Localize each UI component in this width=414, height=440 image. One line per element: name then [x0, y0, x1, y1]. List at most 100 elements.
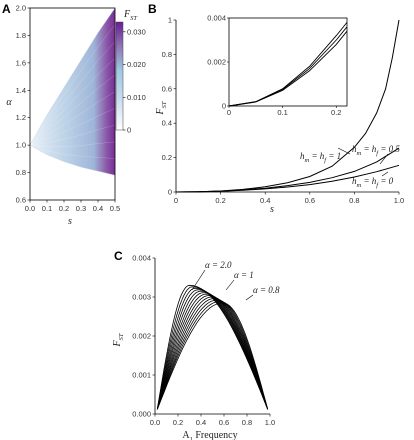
panel-a-y-ticks: 0.6 0.8 1.0 1.2 1.4 1.6 1.8 2.0	[16, 4, 30, 205]
x-tick-label: 0.3	[76, 204, 86, 213]
series-line-2	[175, 164, 400, 193]
x-tick-label: 0.2	[59, 204, 69, 213]
heatmap-contour	[29, 124, 116, 146]
panel-c-y-ticks: 0.000 0.001 0.002 0.003 0.004	[132, 254, 155, 419]
x-tick-label: 0.2	[173, 418, 183, 427]
y-tick-label: 0.8	[16, 168, 26, 177]
y-tick-label: 0	[168, 188, 172, 197]
heatmap-contour	[29, 91, 116, 146]
x-tick-label: 0.5	[110, 204, 120, 213]
x-tick-label: 0.4	[93, 204, 103, 213]
alpha-curve-0.9	[156, 300, 269, 410]
y-tick-label: 1	[168, 16, 172, 25]
x-tick-label: 0.8	[349, 196, 359, 205]
heatmap-contour	[29, 141, 116, 147]
panel-a-frame	[29, 7, 116, 201]
alpha-curve-1.3	[156, 295, 269, 410]
x-tick-label: 0.2	[215, 196, 225, 205]
panel-c-y-label: FST	[112, 333, 125, 347]
annotation-leader-h05	[379, 153, 389, 165]
x-tick-label: 0.6	[219, 418, 229, 427]
heatmap-region	[29, 7, 116, 176]
x-tick-label: 0.8	[242, 418, 252, 427]
x-tick-label: 0.0	[25, 204, 35, 213]
annotation-leader-alpha-1	[225, 279, 235, 291]
x-tick-label: 0.0	[150, 418, 160, 427]
alpha-curve-1.8	[156, 287, 269, 410]
colorbar-label: FST	[123, 9, 137, 22]
y-tick-label: 1.6	[16, 58, 26, 67]
heatmap-contour	[29, 41, 116, 146]
inset-x-tick-label: 0.1	[277, 108, 287, 117]
alpha-curve-0.8	[156, 302, 269, 410]
annotation-h0: hm = hf = 0	[352, 176, 394, 189]
colorbar	[115, 21, 124, 131]
panel-a-x-ticks: 0.0 0.1 0.2 0.3 0.4 0.5	[25, 200, 120, 213]
annotation-leader-alpha-2	[191, 269, 206, 291]
panel-b-x-ticks: 0 0.2 0.4 0.6 0.8 1.0	[174, 192, 404, 205]
y-tick-label: 1.0	[16, 141, 26, 150]
x-tick-label: 1.0	[394, 196, 404, 205]
y-tick-label: 2.0	[16, 4, 26, 13]
panel-label-b: B	[148, 2, 157, 16]
y-tick-label: 0.001	[132, 371, 151, 380]
inset-x-tick-label: 0	[227, 108, 231, 117]
y-tick-label: 0.004	[132, 254, 151, 263]
panel-b-line-chart: 0 0.2 0.4 0.6 0.8 1.0 0 0.2 0.4 0.6 0.8 1 s FST hm…	[155, 14, 404, 216]
inset-y-tick-label: 0	[222, 102, 226, 111]
inset-series	[228, 22, 348, 107]
inset-y-tick-label: 0.002	[207, 58, 226, 67]
alpha-curve-1	[156, 299, 269, 410]
alpha-curve-2	[156, 284, 269, 410]
annotation-h1: hm = hf = 1	[300, 151, 341, 164]
panel-a-heatmap: 0.0 0.1 0.2 0.3 0.4 0.5 0.6 0.8 1.0 1.2 1.4 1.6 1.8…	[6, 4, 145, 228]
panel-c-line-chart: 0.0 0.2 0.4 0.6 0.8 1.0 0.0000.0010.0020.0030…	[112, 254, 280, 440]
panel-c-series	[156, 284, 269, 410]
panel-a-y-label: α	[6, 97, 12, 108]
colorbar-tick-label: 0.010	[127, 93, 146, 102]
y-tick-label: 0.4	[162, 119, 172, 128]
panel-label-a: A	[2, 2, 11, 16]
heatmap-contour	[29, 144, 116, 159]
inset-y-ticks: 0 0.002 0.004	[207, 14, 229, 111]
x-tick-label: 1.0	[265, 418, 275, 427]
inset-series-line-2	[228, 30, 348, 107]
alpha-curve-1.1	[156, 298, 269, 410]
heatmap-contour	[29, 24, 116, 146]
annotation-alpha-08: α = 0.8	[253, 285, 280, 295]
inset-x-tick-label: 0.2	[331, 108, 341, 117]
annotation-h05: hm = hf = 0.5	[352, 144, 400, 157]
panel-b-y-label: FST	[155, 101, 168, 115]
annotation-leader-alpha-08	[245, 294, 254, 301]
y-tick-label: 0.6	[162, 84, 172, 93]
panel-a-x-label: s	[68, 216, 72, 227]
heatmap-contour	[29, 58, 116, 146]
y-tick-label: 1.8	[16, 31, 26, 40]
alpha-curve-1.9	[156, 286, 269, 410]
colorbar-tick-label: 0.030	[127, 27, 146, 36]
panel-b-x-label: s	[270, 204, 274, 215]
y-tick-label: 0.2	[162, 153, 172, 162]
panel-c-x-ticks: 0.0 0.2 0.4 0.6 0.8 1.0	[150, 414, 275, 427]
x-tick-label: 0.6	[305, 196, 315, 205]
heatmap-contour	[29, 74, 116, 146]
heatmap-contour	[29, 108, 116, 146]
x-tick-label: 0	[174, 196, 178, 205]
alpha-curve-1.4	[156, 293, 269, 410]
y-tick-label: 0.8	[162, 50, 172, 59]
panel-label-c: C	[114, 249, 123, 263]
annotation-leader-h1	[337, 147, 351, 155]
annotation-alpha-1: α = 1	[234, 270, 254, 280]
y-tick-label: 1.4	[16, 86, 26, 95]
annotation-alpha-2: α = 2.0	[205, 260, 232, 270]
panel-b-y-ticks: 0 0.2 0.4 0.6 0.8 1	[162, 16, 176, 197]
annotation-leader-h0	[381, 171, 389, 177]
panel-b-series	[175, 19, 400, 193]
panel-c-x-label: A1 Frequency	[182, 430, 237, 440]
x-tick-label: 0.1	[42, 204, 52, 213]
inset-frame	[228, 17, 348, 107]
x-tick-label: 0.4	[196, 418, 206, 427]
alpha-curve-1.6	[156, 290, 269, 410]
y-tick-label: 0.6	[16, 196, 26, 205]
